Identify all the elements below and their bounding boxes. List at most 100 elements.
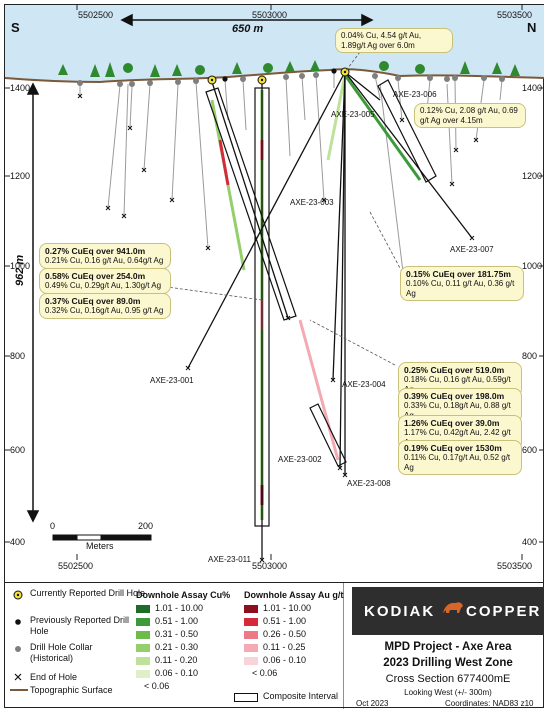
elev-800: 800 [10,351,26,361]
hole-label-axe-23-001: AXE-23-001 [150,376,194,385]
title-coords: Coordinates: NAD83 z10 [445,699,534,708]
elev-600: 600 [10,445,26,455]
collars-historical [77,72,505,87]
legend-au-swatch [244,618,258,626]
north-label: N [527,20,537,35]
trees [58,60,520,77]
legend-collar: Drill Hole Collar (Historical) [30,642,93,664]
legend-cu-bin: < 0.06 [144,681,170,691]
hole-label-axe-23-004: AXE-23-004 [342,380,386,389]
historical-holes [79,72,503,273]
composite-intervals [205,79,437,527]
topographic-surface [4,68,545,84]
easting-label-mid-bottom: 5503000 [252,561,288,571]
legend-previous: Previously Reported Drill Hole [30,615,130,637]
easting-label-right: 5503500 [497,10,533,20]
end-of-hole-markers [77,93,479,563]
title-section: Cross Section 677400mE [385,673,511,685]
scale-zero: 0 [50,521,56,531]
sky-area [5,5,544,82]
cross-section-map [4,5,545,563]
legend-cu-bin: 0.21 - 0.30 [155,642,199,652]
elev-600-right: 600 [522,445,538,455]
title-looking: Looking West (+/- 300m) [404,688,492,697]
elev-1400: 1400 [10,83,31,93]
width-arrow [120,13,374,27]
legend-au-bin: 1.01 - 10.00 [263,603,312,613]
south-label: S [11,20,20,35]
elev-1000: 1000 [10,261,31,271]
legend-au-bin: 0.26 - 0.50 [263,629,307,639]
legend-cu-swatch [136,644,150,652]
depth-arrow [26,82,40,523]
hole-label-axe-23-002: AXE-23-002 [278,455,322,464]
legend-au-bin: < 0.06 [252,668,278,678]
logo-text-copper: COPPER [466,603,542,620]
title-project: MPD Project - Axe Area [384,641,512,653]
assay-intervals [210,74,422,520]
legend-cu-swatch [136,670,150,678]
legend-current: Currently Reported Drill Hole [30,588,146,598]
callout-axe-23-006: 0.12% Cu, 2.08 g/t Au, 0.69 g/t Ag over … [414,103,526,129]
hole-label-axe-23-007: AXE-23-007 [450,245,494,254]
callout-leaders [159,51,401,366]
legend-au-bin: 0.11 - 0.25 [263,642,306,652]
title-zone: 2023 Drilling West Zone [383,657,513,669]
legend-au-bin: 0.06 - 0.10 [263,655,307,665]
legend-cu-swatch [136,618,150,626]
legend-au-swatch [244,631,258,639]
legend-symbols [10,583,344,709]
logo-text: KODIAK [364,603,436,620]
callout-axe-23-007: 0.15% CuEq over 181.75m 0.10% Cu, 0.11 g/… [400,266,524,302]
current-holes [187,71,473,560]
collar-centers [210,70,347,82]
legend-cu-bin: 0.11 - 0.20 [155,655,198,665]
callout-right-4: 0.19% CuEq over 1530m 0.11% Cu, 0.17g/t A… [398,440,522,476]
legend-cu-swatch [136,605,150,613]
legend-topo: Topographic Surface [30,685,113,695]
hole-label-axe-23-008: AXE-23-008 [347,479,391,488]
legend-panel: Currently Reported Drill Hole Previously… [4,582,544,709]
callout-left-1: 0.27% CuEq over 941.0m 0.21% Cu, 0.16 g/t… [39,243,171,269]
legend-composite: Composite Interval [263,691,339,701]
legend-end-of-hole: End of Hole [30,672,78,682]
easting-label-left-bottom: 5502500 [58,561,94,571]
hole-label-axe-23-005: AXE-23-005 [331,110,375,119]
legend-au-bin: 0.51 - 1.00 [263,616,307,626]
scale-bar [52,534,152,541]
width-label: 650 m [232,23,264,35]
bear-logo-icon [443,602,463,613]
legend-au-title: Downhole Assay Au g/t [244,590,344,600]
scale-max: 200 [138,521,154,531]
legend-cu-bin: 0.06 - 0.10 [155,668,199,678]
elev-800-right: 800 [522,351,538,361]
legend-au-swatch [244,605,258,613]
legend-cu-swatch [136,657,150,665]
legend-cu-bin: 0.51 - 1.00 [155,616,199,626]
legend-cu-bin: 1.01 - 10.00 [155,603,204,613]
logo-box: KODIAK COPPER [352,587,544,635]
elev-1200: 1200 [10,171,31,181]
elev-1200-right: 1200 [522,171,543,181]
elev-1400-right: 1400 [522,83,543,93]
elevation-ticks [5,87,544,543]
hole-label-axe-23-006: AXE-23-006 [393,90,437,99]
callout-top: 0.04% Cu, 4.54 g/t Au, 1.89g/t Ag over 6… [335,28,453,54]
legend-composite-swatch [234,693,258,702]
elev-400: 400 [10,537,26,547]
hole-label-axe-23-003: AXE-23-003 [290,198,334,207]
easting-label-left: 5502500 [78,10,114,20]
legend-au-swatch [244,657,258,665]
legend-cu-swatch [136,631,150,639]
callout-left-2: 0.58% CuEq over 254.0m 0.49% Cu, 0.29g/t … [39,268,171,294]
easting-ticks [76,5,523,560]
collars-previous [222,68,337,82]
legend-cu-bin: 0.31 - 0.50 [155,629,199,639]
scale-unit: Meters [86,541,114,551]
easting-label-mid: 5503000 [252,10,288,20]
elev-1000-right: 1000 [522,261,543,271]
callout-left-3: 0.37% CuEq over 89.0m 0.32% Cu, 0.16g/t A… [39,293,171,319]
elev-400-right: 400 [522,537,538,547]
easting-label-right-bottom: 5503500 [497,561,533,571]
title-date: Oct 2023 [356,699,389,708]
